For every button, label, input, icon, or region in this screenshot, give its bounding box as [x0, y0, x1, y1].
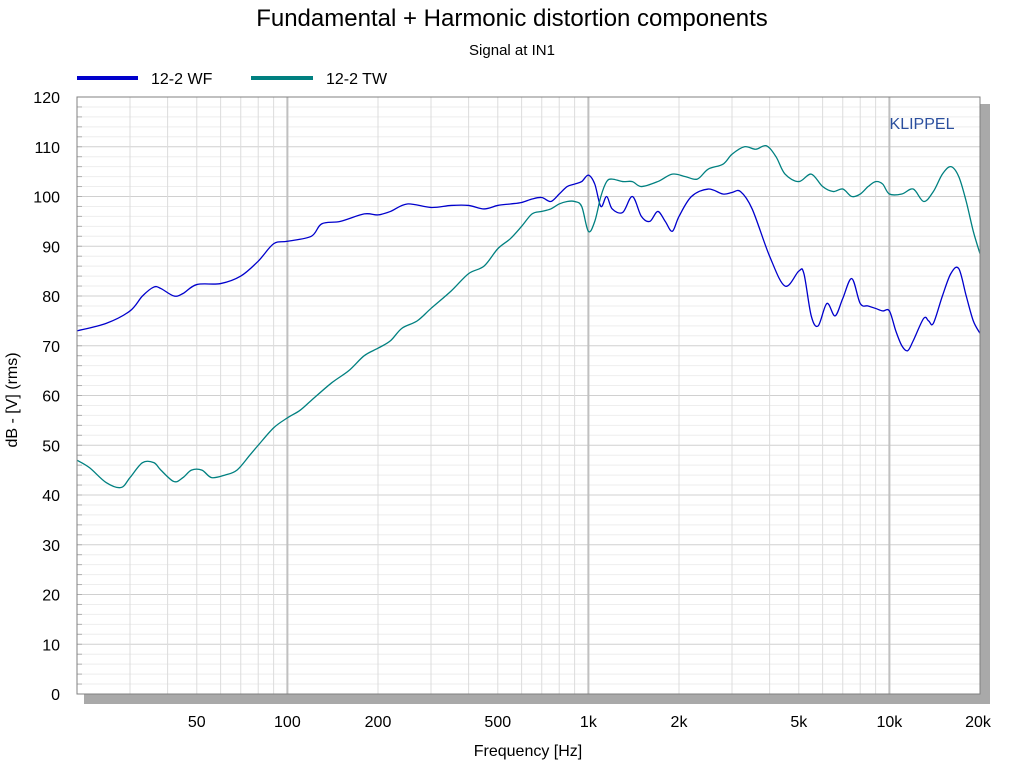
chart-subtitle: Signal at IN1 [469, 42, 555, 59]
y-tick-label: 20 [42, 588, 60, 605]
y-tick-label: 40 [42, 488, 60, 505]
y-tick-label: 30 [42, 538, 60, 555]
y-tick-label: 100 [33, 190, 60, 207]
x-tick-label: 200 [365, 714, 392, 731]
x-tick-label: 1k [580, 714, 598, 731]
grid [76, 96, 981, 695]
x-tick-label: 500 [484, 714, 511, 731]
legend-label-series-2: 12-2 TW [326, 71, 388, 88]
series-line-2 [77, 144, 980, 489]
y-tick-label: 120 [33, 90, 60, 107]
x-tick-label: 50 [188, 714, 206, 731]
y-tick-label: 50 [42, 438, 60, 455]
series-layer [77, 144, 980, 489]
y-tick-label: 60 [42, 389, 60, 406]
y-tick-label: 0 [51, 687, 60, 704]
series-line-1 [77, 174, 980, 352]
x-tick-label: 10k [876, 714, 903, 731]
x-tick-label: 100 [274, 714, 301, 731]
legend: 12-2 WF 12-2 TW [77, 71, 388, 88]
y-tick-label: 110 [34, 140, 60, 157]
legend-label-series-1: 12-2 WF [151, 71, 213, 88]
x-tick-label: 5k [790, 714, 808, 731]
y-tick-labels: 0 10 20 30 40 50 60 70 80 90 100 110 120 [33, 90, 60, 704]
klippel-watermark: KLIPPEL [890, 116, 955, 133]
y-axis-label: dB - [V] (rms) [4, 352, 21, 447]
y-tick-label: 90 [42, 239, 60, 256]
chart-title: Fundamental + Harmonic distortion compon… [256, 5, 768, 32]
plot-frame [76, 96, 981, 695]
x-tick-label: 2k [671, 714, 689, 731]
y-tick-label: 10 [42, 637, 60, 654]
x-tick-label: 20k [965, 714, 992, 731]
y-tick-label: 80 [42, 289, 60, 306]
x-tick-labels: 50 100 200 500 1k 2k 5k 10k 20k [188, 714, 992, 731]
x-axis-label: Frequency [Hz] [474, 743, 582, 760]
y-tick-label: 70 [42, 339, 60, 356]
